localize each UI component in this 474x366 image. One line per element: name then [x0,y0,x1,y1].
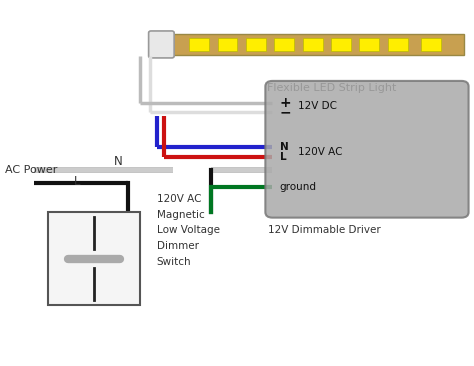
Text: 12V Dimmable Driver: 12V Dimmable Driver [268,225,381,235]
Text: N: N [280,142,288,152]
FancyBboxPatch shape [265,81,469,218]
Bar [303,38,322,51]
Bar [189,38,209,51]
Text: N: N [114,155,123,168]
Bar [171,34,464,55]
Text: AC Power: AC Power [5,165,58,175]
Bar [246,38,266,51]
Bar [218,38,237,51]
FancyBboxPatch shape [149,31,174,58]
Text: L: L [74,175,81,188]
Bar [421,38,441,51]
Bar [359,38,379,51]
Bar [274,38,294,51]
Text: −: − [280,105,291,119]
Text: 12V DC: 12V DC [299,101,337,111]
Bar [48,212,140,305]
Text: L: L [280,152,286,162]
Text: 120V AC: 120V AC [299,147,343,157]
Text: ground: ground [280,182,317,192]
Bar [331,38,351,51]
Text: +: + [280,96,291,110]
Text: 120V AC
Magnetic
Low Voltage
Dimmer
Switch: 120V AC Magnetic Low Voltage Dimmer Swit… [156,194,219,266]
Bar [388,38,408,51]
Text: Flexible LED Strip Light: Flexible LED Strip Light [267,83,396,93]
